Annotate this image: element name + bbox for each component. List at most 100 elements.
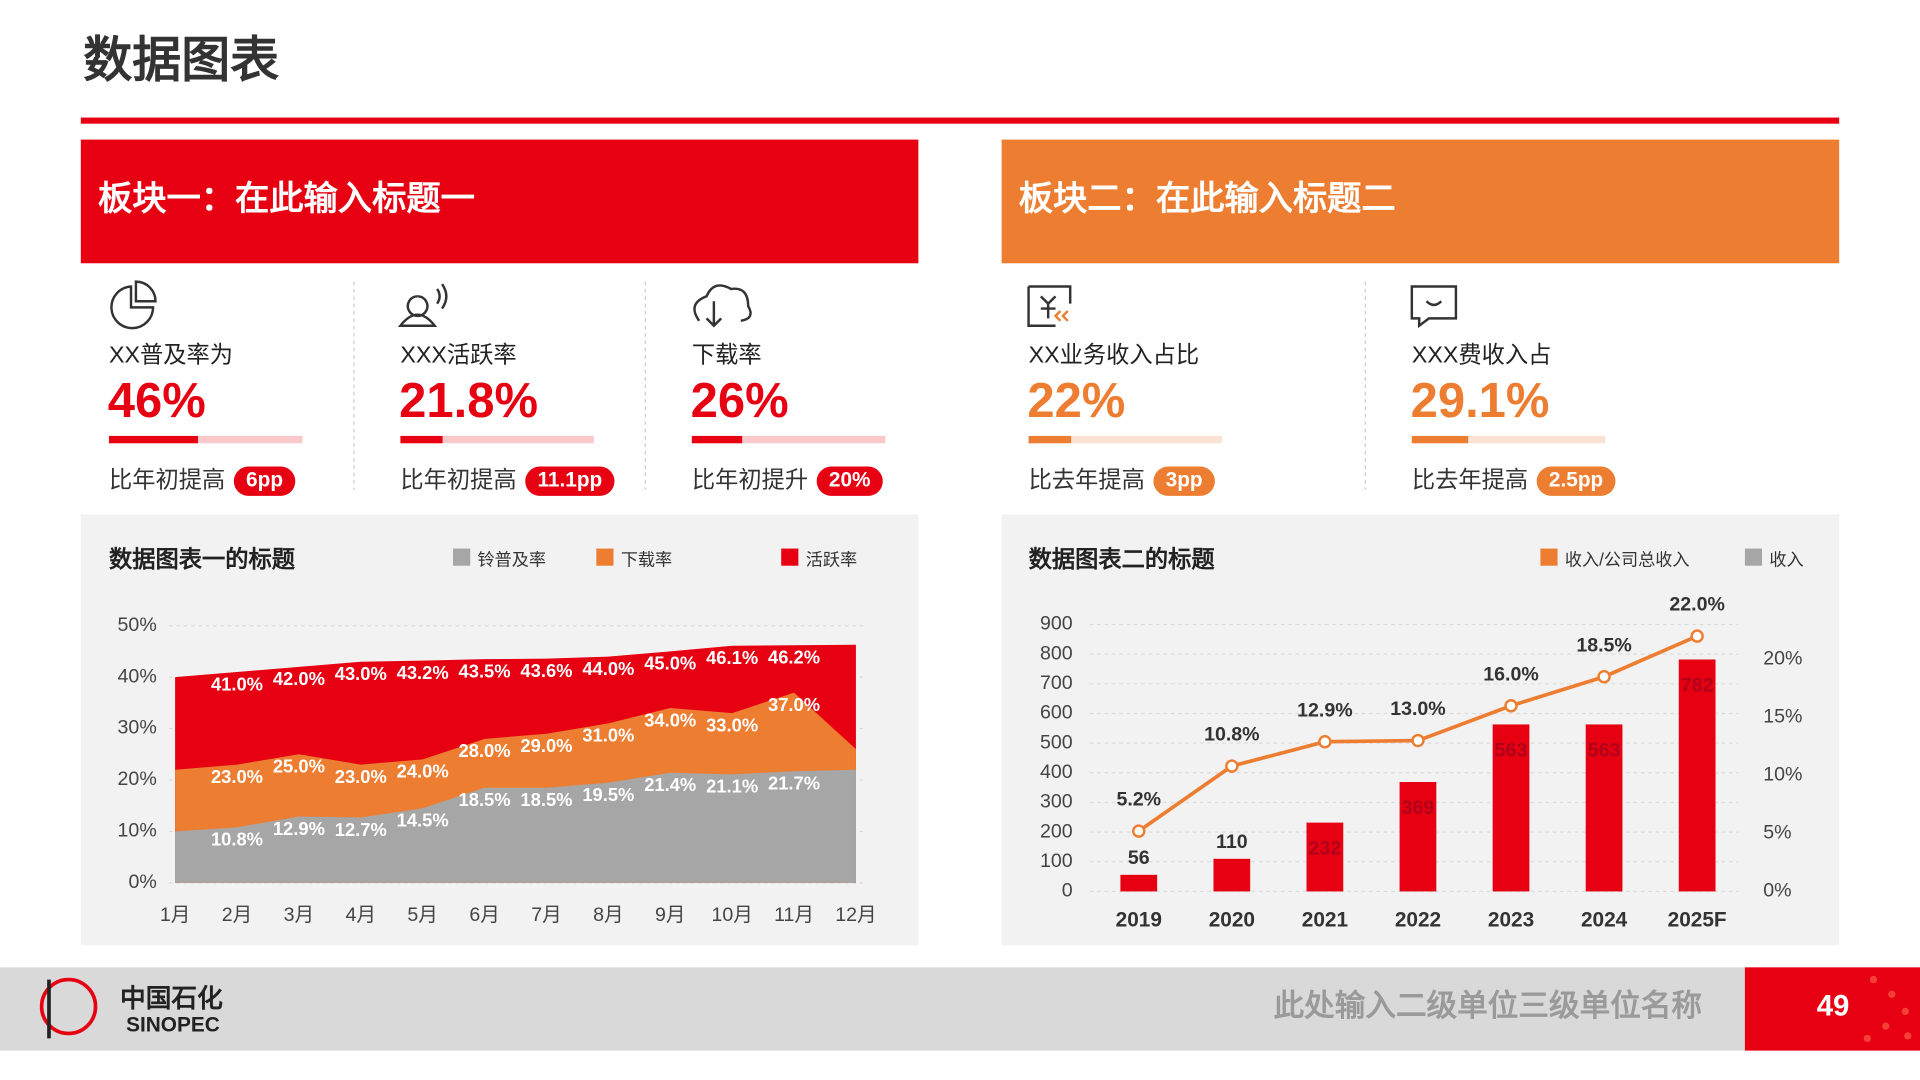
- x-tick-label: 2024: [1581, 908, 1628, 931]
- kpi-change-label: 比年初提高: [400, 466, 516, 492]
- data-label: 44.0%: [582, 658, 634, 679]
- kpi-icon: [110, 280, 157, 330]
- page-title: 数据图表: [83, 34, 279, 88]
- progress-track: [1028, 435, 1223, 444]
- line-point: [1690, 629, 1704, 643]
- kpi-change-label: 比年初提高: [109, 466, 225, 492]
- x-tick-label: 2023: [1488, 908, 1534, 931]
- progress-fill: [400, 435, 443, 444]
- y-tick-label: 50%: [118, 614, 157, 636]
- change-badge: [1153, 466, 1215, 496]
- y2-tick-label: 15%: [1763, 706, 1802, 728]
- panel-title: 板块一：在此输入标题一: [98, 180, 475, 218]
- data-label: 12.7%: [335, 819, 387, 840]
- kpi-label: XX业务收入占比: [1029, 341, 1200, 367]
- y2-tick-label: 20%: [1763, 647, 1802, 669]
- change-badge: [1536, 466, 1616, 496]
- x-tick-label: 2025F: [1668, 908, 1727, 931]
- panel-title: 板块二：在此输入标题二: [1019, 180, 1396, 218]
- y-tick-label: 600: [1040, 702, 1073, 724]
- kpi-label: XXX活跃率: [400, 341, 516, 367]
- data-label: 46.2%: [768, 647, 820, 668]
- page-number-box: [1744, 967, 1920, 1051]
- progress-track: [400, 435, 594, 444]
- data-label: 18.5%: [1576, 634, 1632, 656]
- y-tick-label: 700: [1040, 672, 1073, 694]
- page-number: 49: [1817, 990, 1850, 1023]
- legend-label: 活跃率: [806, 549, 857, 569]
- bar: [1585, 724, 1623, 892]
- kpi-value: 21.8%: [399, 374, 538, 428]
- x-tick-label: 12月: [835, 904, 876, 926]
- kpi-icon: [397, 283, 448, 327]
- x-tick-label: 8月: [593, 904, 623, 926]
- y-tick-label: 30%: [118, 717, 157, 739]
- progress-track: [108, 435, 303, 444]
- brand-en: SINOPEC: [126, 1014, 220, 1037]
- x-tick-label: 4月: [346, 904, 376, 926]
- progress-track: [691, 435, 886, 444]
- data-label: 25.0%: [273, 756, 325, 777]
- kpi-change: 11.1pp: [537, 469, 602, 492]
- legend-swatch: [596, 548, 614, 566]
- data-label: 28.0%: [459, 740, 511, 761]
- data-label: 110: [1216, 831, 1248, 853]
- y-tick-label: 20%: [118, 768, 157, 790]
- data-label: 46.1%: [706, 647, 758, 668]
- area: [175, 769, 856, 883]
- data-label: 56: [1128, 847, 1150, 869]
- change-badge: [525, 466, 615, 496]
- line-point: [1132, 824, 1146, 838]
- y-tick-label: 10%: [118, 820, 157, 842]
- unit-name: 此处输入二级单位三级单位名称: [1274, 988, 1703, 1023]
- line-point: [1504, 698, 1518, 713]
- legend-label: 铃普及率: [478, 549, 547, 569]
- progress-fill: [691, 435, 743, 444]
- y2-tick-label: 5%: [1763, 822, 1791, 844]
- progress-track: [1411, 435, 1606, 444]
- progress-fill: [108, 435, 198, 444]
- legend-swatch: [453, 548, 471, 566]
- bar: [1399, 781, 1437, 892]
- title-rule: [80, 117, 1840, 124]
- data-label: 43.6%: [520, 660, 572, 681]
- panel-header: [80, 139, 919, 264]
- legend-label: 下载率: [621, 549, 672, 569]
- data-label: 19.5%: [582, 784, 634, 805]
- data-label: 43.5%: [459, 660, 511, 681]
- data-label: 10.8%: [1204, 724, 1260, 746]
- data-label: 34.0%: [644, 709, 696, 730]
- bar: [1678, 659, 1716, 892]
- x-tick-label: 2019: [1116, 908, 1162, 931]
- data-label: 43.2%: [397, 662, 449, 683]
- y-tick-label: 900: [1040, 613, 1073, 635]
- data-label: 33.0%: [706, 714, 758, 735]
- progress-fill: [1411, 435, 1469, 444]
- legend-label: 收入: [1769, 549, 1803, 569]
- data-label: 563: [1588, 740, 1621, 762]
- x-tick-label: 5月: [407, 904, 437, 926]
- data-label: 5.2%: [1116, 789, 1161, 811]
- x-tick-label: 9月: [655, 904, 685, 926]
- data-label: 45.0%: [644, 653, 696, 674]
- kpi-icon: [1027, 285, 1072, 327]
- y2-tick-label: 10%: [1763, 764, 1802, 786]
- line-point: [1597, 669, 1611, 684]
- line-point: [1411, 733, 1425, 748]
- x-tick-label: 2021: [1302, 908, 1348, 931]
- data-label: 13.0%: [1390, 698, 1446, 720]
- y-tick-label: 0%: [128, 871, 156, 893]
- y-tick-label: 40%: [118, 665, 157, 687]
- kpi-label: XX普及率为: [109, 341, 233, 367]
- data-label: 21.4%: [644, 774, 696, 795]
- kpi-label: 下载率: [692, 341, 762, 367]
- y-tick-label: 800: [1040, 642, 1073, 664]
- data-label: 14.5%: [397, 810, 449, 831]
- y-tick-label: 300: [1040, 791, 1073, 813]
- legend-swatch: [1540, 548, 1558, 566]
- x-tick-label: 2月: [222, 904, 252, 926]
- kpi-change-label: 比去年提高: [1412, 466, 1528, 492]
- brand-cn: 中国石化: [120, 984, 223, 1013]
- panel-header: [1001, 139, 1840, 264]
